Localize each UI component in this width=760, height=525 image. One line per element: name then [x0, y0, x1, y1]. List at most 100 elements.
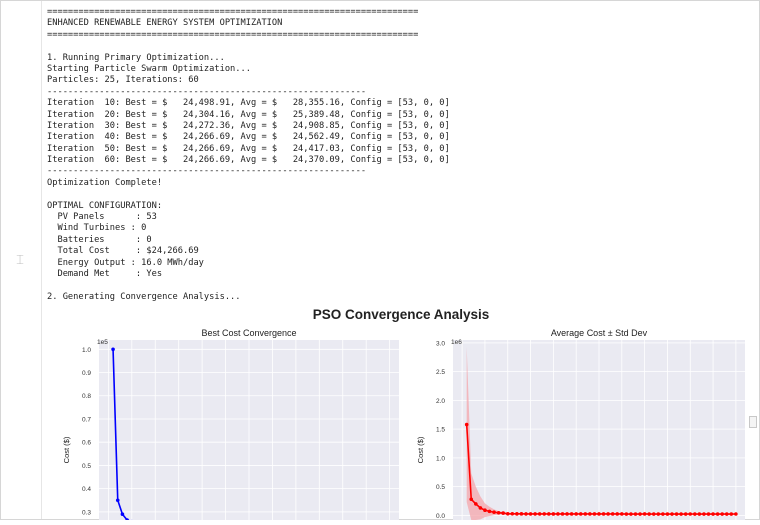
console-line: Iteration 30: Best = $ 24,272.36, Avg = … [47, 121, 747, 132]
y-tick-label: 2.5 [436, 369, 445, 376]
y-axis-label: Cost ($) [62, 436, 71, 463]
data-point [657, 512, 661, 516]
y-tick-label: 3.0 [436, 340, 445, 347]
data-point [625, 512, 629, 516]
data-point [675, 512, 679, 516]
console-line: ----------------------------------------… [47, 166, 747, 177]
console-line: Batteries : 0 [47, 235, 747, 246]
data-point [634, 512, 638, 516]
data-point [579, 512, 583, 516]
data-point [716, 512, 720, 516]
data-point [121, 512, 125, 516]
console-output: ========================================… [47, 7, 747, 303]
console-line: ----------------------------------------… [47, 87, 747, 98]
data-point [698, 512, 702, 516]
data-point [538, 512, 542, 516]
data-point [529, 512, 533, 516]
console-line: Iteration 20: Best = $ 24,304.16, Avg = … [47, 110, 747, 121]
data-point [552, 512, 556, 516]
console-line: Optimization Complete! [47, 178, 747, 189]
data-point [533, 512, 537, 516]
data-point [611, 512, 615, 516]
data-point [597, 512, 601, 516]
data-point [629, 512, 633, 516]
data-point [638, 512, 642, 516]
data-point [711, 512, 715, 516]
console-line: PV Panels : 53 [47, 212, 747, 223]
console-line [47, 280, 747, 291]
data-point [730, 512, 734, 516]
console-line: Total Cost : $24,266.69 [47, 246, 747, 257]
data-point [615, 512, 619, 516]
data-point [707, 512, 711, 516]
y-tick-label: 0.0 [436, 513, 445, 520]
data-point [479, 506, 483, 510]
data-point [570, 512, 574, 516]
data-point [465, 423, 469, 427]
data-point [620, 512, 624, 516]
data-point [547, 512, 551, 516]
console-line: Demand Met : Yes [47, 269, 747, 280]
data-point [702, 512, 706, 516]
console-line [47, 41, 747, 52]
data-point [661, 512, 665, 516]
collapse-output-icon[interactable]: ⌶ [13, 253, 27, 269]
y-tick-label: 0.3 [82, 509, 91, 516]
resize-handle[interactable] [749, 416, 757, 428]
data-point [670, 512, 674, 516]
y-tick-label: 2.0 [436, 398, 445, 405]
data-point [556, 512, 560, 516]
console-line: 1. Running Primary Optimization... [47, 53, 747, 64]
data-point [606, 512, 610, 516]
y-tick-label: 1.5 [436, 427, 445, 434]
data-point [643, 512, 647, 516]
y-tick-label: 0.6 [82, 440, 91, 447]
data-point [588, 512, 592, 516]
console-line: OPTIMAL CONFIGURATION: [47, 201, 747, 212]
data-point [734, 512, 738, 516]
data-point [506, 512, 510, 516]
data-point [679, 512, 683, 516]
data-point [725, 512, 729, 516]
data-point [647, 512, 651, 516]
data-point [474, 502, 478, 506]
data-point [684, 512, 688, 516]
data-point [652, 512, 656, 516]
data-point [116, 498, 120, 502]
data-point [469, 497, 473, 501]
data-point [488, 510, 492, 514]
console-line: Particles: 25, Iterations: 60 [47, 75, 747, 86]
y-tick-label: 1.0 [82, 347, 91, 354]
data-point [501, 511, 505, 515]
data-point [561, 512, 565, 516]
data-point [574, 512, 578, 516]
y-tick-label: 0.5 [436, 484, 445, 491]
console-line: Energy Output : 16.0 MWh/day [47, 258, 747, 269]
figure-suptitle: PSO Convergence Analysis [313, 307, 490, 322]
data-point [511, 512, 515, 516]
y-tick-label: 0.4 [82, 486, 91, 493]
data-point [584, 512, 588, 516]
data-point [515, 512, 519, 516]
data-point [524, 512, 528, 516]
convergence-figure-svg: PSO Convergence Analysis 1.00.90.80.70.6… [45, 304, 757, 520]
console-line: Iteration 50: Best = $ 24,266.69, Avg = … [47, 144, 747, 155]
console-line [47, 189, 747, 200]
console-line: Iteration 10: Best = $ 24,498.91, Avg = … [47, 98, 747, 109]
data-point [483, 508, 487, 512]
data-point [693, 512, 697, 516]
console-line: ========================================… [47, 7, 747, 18]
data-point [565, 512, 569, 516]
data-point [497, 511, 501, 515]
data-point [520, 512, 524, 516]
data-point [720, 512, 724, 516]
data-point [602, 512, 606, 516]
y-tick-label: 0.9 [82, 370, 91, 377]
y-tick-label: 0.7 [82, 416, 91, 423]
console-line: Starting Particle Swarm Optimization... [47, 64, 747, 75]
console-line: ENHANCED RENEWABLE ENERGY SYSTEM OPTIMIZ… [47, 18, 747, 29]
data-point [492, 510, 496, 514]
y-offset-text: 1e5 [97, 339, 108, 346]
